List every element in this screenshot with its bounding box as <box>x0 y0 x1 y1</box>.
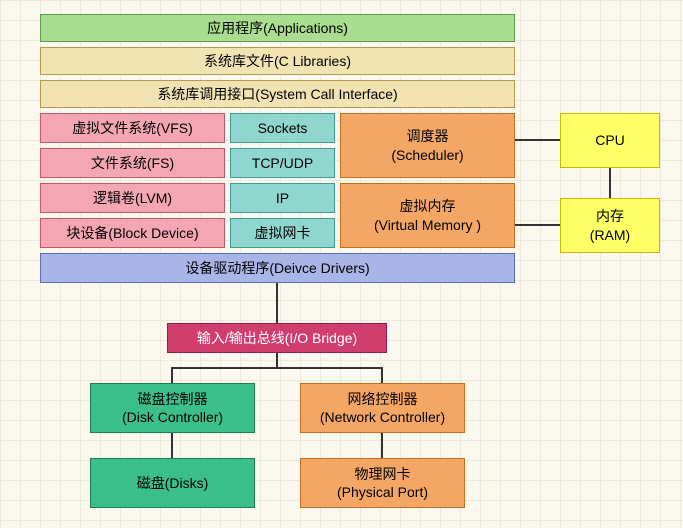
box-label-fs: 文件系统(FS) <box>91 154 174 172</box>
box-netctrl: 网络控制器 (Network Controller) <box>300 383 465 433</box>
box-blockdev: 块设备(Block Device) <box>40 218 225 248</box>
box-clibs: 系统库文件(C Libraries) <box>40 47 515 75</box>
box-label-disks: 磁盘(Disks) <box>137 474 209 492</box>
box-fs: 文件系统(FS) <box>40 148 225 178</box>
box-label-vmem: 虚拟内存 (Virtual Memory ) <box>374 197 481 233</box>
box-label-lvm: 逻辑卷(LVM) <box>93 189 172 207</box>
box-label-scheduler: 调度器 (Scheduler) <box>391 127 463 163</box>
box-label-ram: 内存 (RAM) <box>590 207 630 243</box>
box-tcpudp: TCP/UDP <box>230 148 335 178</box>
box-label-physport: 物理网卡 (Physical Port) <box>337 465 428 501</box>
box-label-iobridge: 输入/输出总线(I/O Bridge) <box>197 329 357 347</box>
box-label-diskctrl: 磁盘控制器 (Disk Controller) <box>122 390 223 426</box>
box-applications: 应用程序(Applications) <box>40 14 515 42</box>
box-cpu: CPU <box>560 113 660 168</box>
box-label-syscall: 系统库调用接口(System Call Interface) <box>157 85 397 103</box>
box-disks: 磁盘(Disks) <box>90 458 255 508</box>
box-label-vnic: 虚拟网卡 <box>255 224 311 242</box>
box-label-blockdev: 块设备(Block Device) <box>66 224 198 242</box>
box-label-applications: 应用程序(Applications) <box>207 19 348 37</box>
edge-iobridge-diskctrl <box>172 353 277 383</box>
box-lvm: 逻辑卷(LVM) <box>40 183 225 213</box>
box-label-tcpudp: TCP/UDP <box>252 154 313 172</box>
box-label-sockets: Sockets <box>258 119 308 137</box>
box-vmem: 虚拟内存 (Virtual Memory ) <box>340 183 515 248</box>
edge-iobridge-netctrl <box>277 353 382 383</box>
box-syscall: 系统库调用接口(System Call Interface) <box>40 80 515 108</box>
box-scheduler: 调度器 (Scheduler) <box>340 113 515 178</box>
box-diskctrl: 磁盘控制器 (Disk Controller) <box>90 383 255 433</box>
box-label-ip: IP <box>276 189 289 207</box>
box-sockets: Sockets <box>230 113 335 143</box>
box-label-clibs: 系统库文件(C Libraries) <box>204 52 351 70</box>
box-physport: 物理网卡 (Physical Port) <box>300 458 465 508</box>
box-ram: 内存 (RAM) <box>560 198 660 253</box>
box-label-vfs: 虚拟文件系统(VFS) <box>72 119 193 137</box>
box-vnic: 虚拟网卡 <box>230 218 335 248</box>
box-drivers: 设备驱动程序(Deivce Drivers) <box>40 253 515 283</box>
box-label-cpu: CPU <box>595 131 625 149</box>
box-label-netctrl: 网络控制器 (Network Controller) <box>320 390 445 426</box>
box-ip: IP <box>230 183 335 213</box>
box-label-drivers: 设备驱动程序(Deivce Drivers) <box>185 259 369 277</box>
box-iobridge: 输入/输出总线(I/O Bridge) <box>167 323 387 353</box>
box-vfs: 虚拟文件系统(VFS) <box>40 113 225 143</box>
